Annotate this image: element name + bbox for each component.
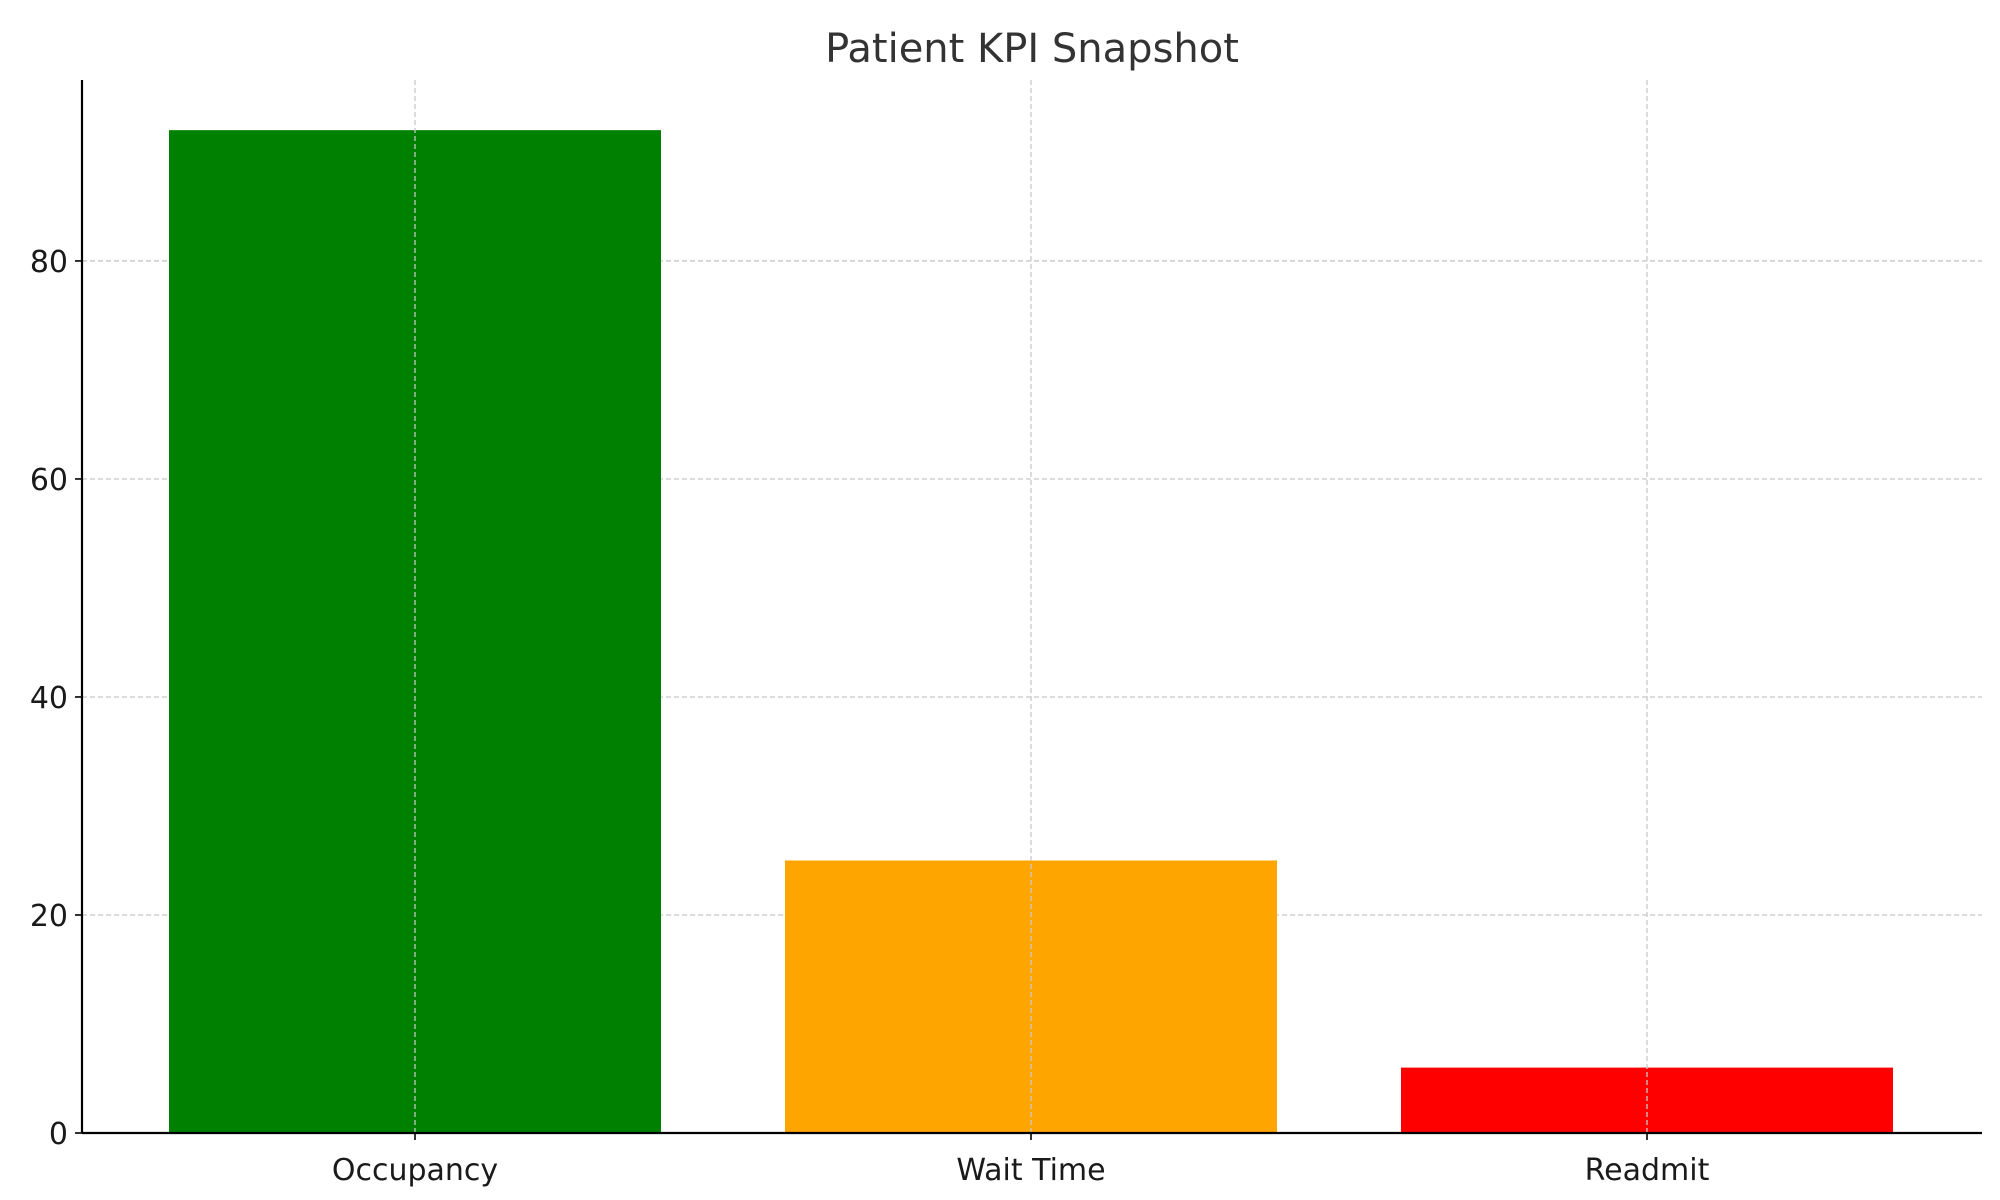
x-tick-label-wait-time: Wait Time: [956, 1153, 1105, 1188]
y-tick-label-80: 80: [30, 245, 68, 280]
y-tick-label-20: 20: [30, 899, 68, 934]
axes: [75, 80, 1982, 1140]
y-tick-label-60: 60: [30, 463, 68, 498]
tick-labels: 0 20 40 60 80 Occupancy Wait Time Readmit: [30, 245, 1710, 1188]
y-tick-label-0: 0: [49, 1117, 68, 1152]
y-tick-label-40: 40: [30, 681, 68, 716]
chart-title: Patient KPI Snapshot: [825, 26, 1239, 72]
x-tick-label-occupancy: Occupancy: [332, 1153, 498, 1188]
x-tick-label-readmit: Readmit: [1585, 1153, 1710, 1188]
